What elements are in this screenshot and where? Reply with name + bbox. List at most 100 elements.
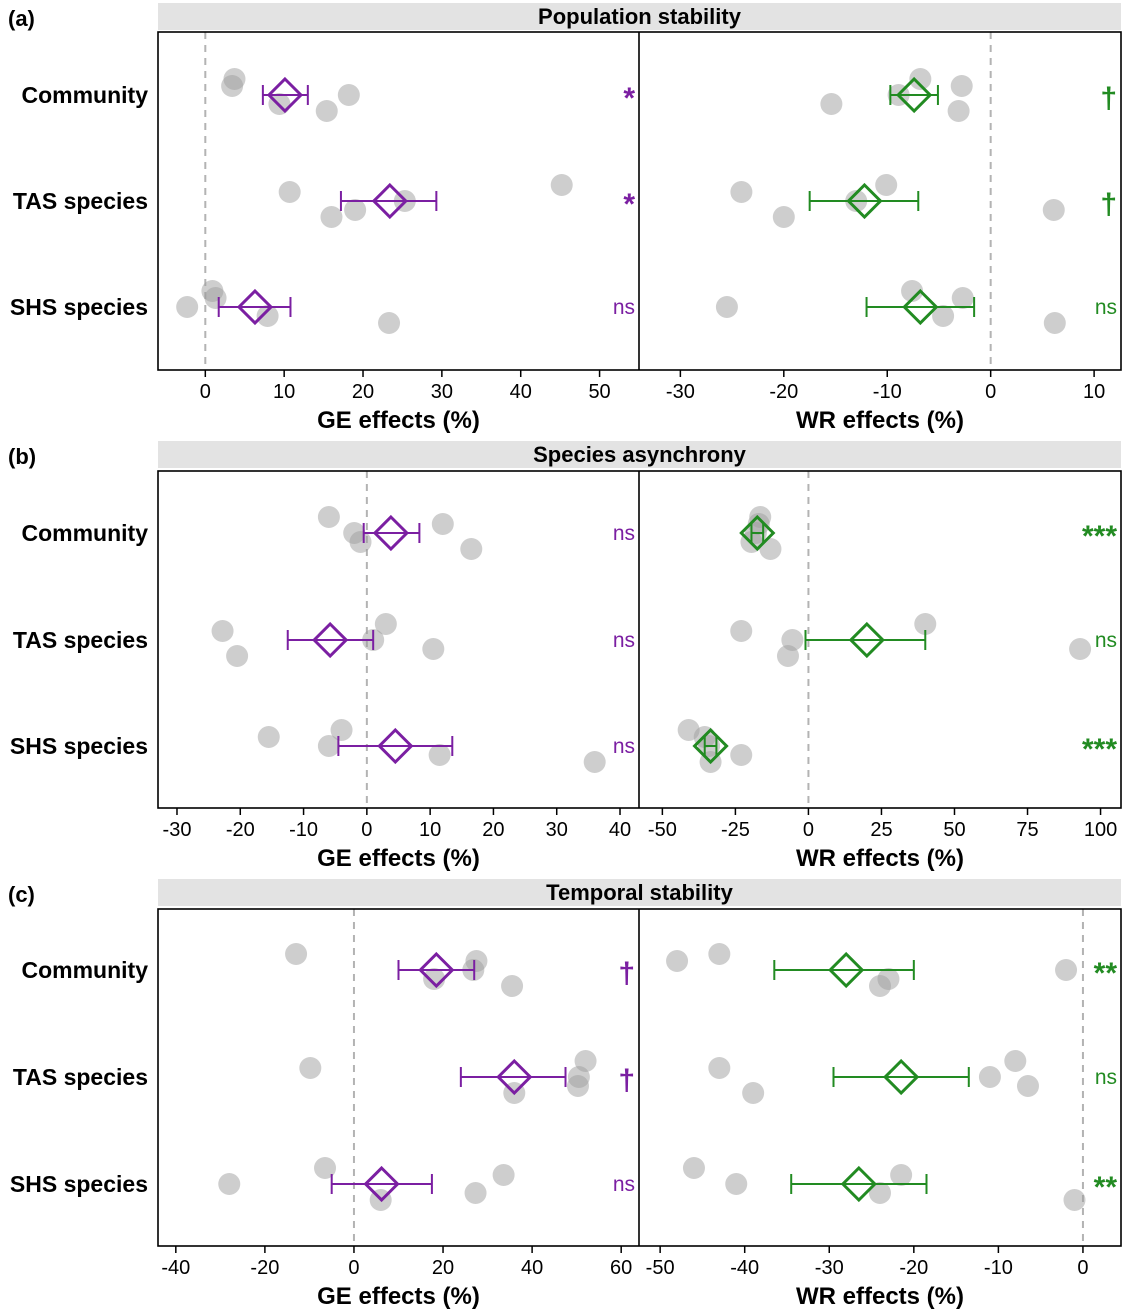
x-tick-label: -50 [648,819,677,841]
data-point [730,744,753,766]
data-point [1063,1189,1086,1211]
row-label: SHS species [10,733,148,759]
x-tick-label: -20 [226,819,255,841]
data-point [374,613,397,635]
data-point [218,1173,241,1195]
significance-label: ns [613,522,635,545]
data-point [431,513,454,535]
data-point [330,719,353,741]
x-tick-label: -10 [984,1257,1013,1279]
x-tick-label: 10 [1083,381,1105,403]
panel-letter: (c) [8,882,35,907]
data-point [337,84,360,106]
x-tick-label: 50 [943,819,965,841]
significance-label: ns [1095,1066,1117,1089]
data-point [583,751,606,773]
mean-diamond [883,1058,920,1096]
mean-diamond [846,182,883,220]
data-point [317,735,340,757]
data-point [869,975,891,997]
x-tick-label: 0 [803,819,814,841]
row-label: TAS species [13,188,148,214]
data-point [730,181,753,203]
significance-label: ns [613,735,635,758]
x-tick-label: 20 [482,819,504,841]
x-tick-label: 20 [432,1257,454,1279]
data-point [320,206,343,228]
x-tick-label: 60 [610,1257,632,1279]
panel-strip [158,879,1121,906]
x-tick-label: 25 [870,819,892,841]
data-point [176,296,199,318]
panel-3: Temporal stability (c) Community TAS specie… [8,879,1122,1310]
mean-diamond [312,621,349,659]
data-point [725,1173,748,1195]
significance-label: ns [613,296,635,319]
data-point [772,206,795,228]
data-point [875,174,898,196]
row-label: Community [22,957,149,983]
x-tick-label: 0 [361,819,372,841]
data-point [211,620,234,642]
data-point [914,613,937,635]
data-point [820,93,843,115]
row-label: SHS species [10,1171,148,1197]
x-tick-label: 100 [1084,819,1117,841]
significance-label: *** [1082,733,1117,766]
x-axis-title: WR effects (%) [796,845,964,872]
row-label: Community [22,520,149,546]
panel-letter: (b) [8,444,36,469]
x-tick-label: 75 [1016,819,1038,841]
mean-diamond [372,514,410,552]
significance-label: * [623,82,635,115]
significance-label: ns [613,629,635,652]
mean-diamond [902,288,939,326]
panel-title: Temporal stability [546,880,733,905]
mean-diamond [840,1165,877,1203]
data-point [501,975,524,997]
x-tick-label: -20 [250,1257,279,1279]
x-tick-label: -40 [730,1257,759,1279]
data-point [715,296,738,318]
x-tick-label: 0 [348,1257,359,1279]
data-point [550,174,573,196]
x-tick-label: 40 [521,1257,543,1279]
data-point [708,943,731,965]
data-point [1055,959,1078,981]
ge-subplot: ns ns ns -30 -20 -10 0 10 20 30 40 GE effects (%) [163,471,635,872]
data-point [278,181,301,203]
x-tick-label: 10 [273,381,295,403]
row-label: TAS species [13,627,148,653]
data-point [1004,1050,1027,1072]
significance-label: ns [1095,296,1117,319]
x-axis-title: GE effects (%) [317,845,480,872]
x-tick-label: -10 [289,819,318,841]
significance-label: † [1100,188,1117,221]
panel-2: Species asynchrony (b) Community TAS specie… [8,441,1122,872]
mean-diamond [418,951,455,989]
data-point [932,305,955,327]
mean-diamond [236,288,274,326]
data-point [901,280,924,302]
data-point [317,506,340,528]
data-point [708,1057,731,1079]
data-point [1069,638,1092,660]
ge-subplot: * * ns 0 10 20 30 40 50 GE effects (%) [176,32,635,434]
mean-diamond [828,951,865,989]
row-label: Community [22,82,149,108]
x-axis-title: GE effects (%) [317,407,480,434]
x-tick-label: 20 [352,381,374,403]
significance-label: * [623,188,635,221]
x-axis-title: WR effects (%) [796,407,964,434]
x-tick-label: 0 [200,381,211,403]
mean-diamond [739,514,776,552]
panel-letter: (a) [8,6,35,31]
mean-diamond [896,76,933,114]
mean-diamond [266,76,304,114]
data-point [1043,312,1066,334]
panel-title: Population stability [538,4,742,29]
x-tick-label: -30 [815,1257,844,1279]
x-tick-label: 10 [419,819,441,841]
data-point [978,1066,1001,1088]
